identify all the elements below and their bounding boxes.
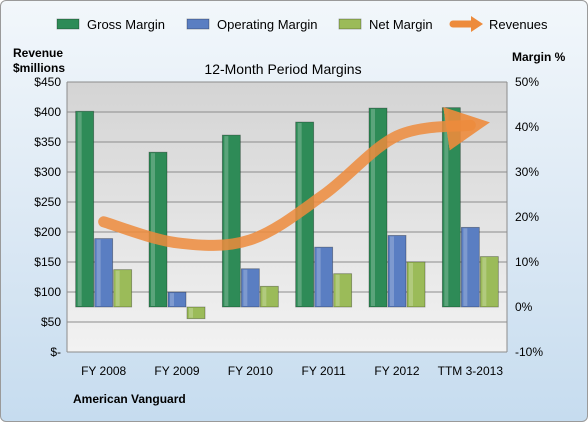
bar-operating-margin — [167, 291, 187, 308]
bar-net-margin — [406, 261, 426, 308]
left-tick-label: $150 — [34, 255, 61, 269]
bar-operating-margin — [240, 268, 260, 308]
bar-highlight — [371, 109, 375, 306]
x-axis-ticks: FY 2008 FY 2009 FY 2010 FY 2011 FY 2012 TTM 3… — [81, 364, 503, 378]
gridlines — [66, 81, 508, 353]
right-tick-label: 0% — [515, 300, 533, 314]
left-axis-ticks: $- $50 $100 $150 $200 $250 $300 $350 $400 $450 — [34, 75, 61, 359]
bar-operating-margin — [387, 235, 407, 308]
bar-highlight — [444, 108, 449, 307]
x-tick-label: FY 2010 — [228, 364, 273, 378]
right-tick-label: 40% — [515, 120, 539, 134]
right-tick-label: 30% — [515, 165, 539, 179]
bar-highlight — [390, 236, 394, 306]
x-tick-label: TTM 3-2013 — [438, 364, 504, 378]
right-tick-label: 20% — [515, 210, 539, 224]
x-tick-label: FY 2008 — [81, 364, 126, 378]
x-tick-label: FY 2009 — [154, 364, 199, 378]
revenue-line — [98, 106, 490, 251]
bar-highlight — [115, 270, 120, 306]
right-tick-label: 50% — [515, 75, 539, 89]
bar-highlight — [482, 257, 487, 306]
left-tick-label: $50 — [41, 315, 61, 329]
left-tick-label: $300 — [34, 165, 61, 179]
x-tick-label: FY 2012 — [374, 364, 419, 378]
left-tick-label: $400 — [34, 105, 61, 119]
left-axis-title-line2: $millions — [13, 61, 65, 75]
bar-highlight — [224, 136, 229, 306]
bar-highlight — [262, 287, 267, 306]
left-tick-label: $200 — [34, 225, 61, 239]
bar-highlight — [189, 308, 193, 318]
legend-label: Gross Margin — [87, 17, 165, 32]
bar-highlight — [335, 274, 340, 306]
bar-highlight — [151, 153, 155, 306]
bar-highlight — [316, 248, 321, 306]
bar-net-margin — [333, 273, 353, 308]
bar-net-margin — [113, 269, 133, 308]
left-tick-label: $450 — [34, 75, 61, 89]
legend-swatch — [186, 18, 210, 30]
left-tick-label: $- — [50, 345, 61, 359]
company-label: American Vanguard — [73, 392, 186, 406]
legend: Gross Margin Operating Margin Net Margin Re… — [56, 16, 548, 32]
x-tick-label: FY 2011 — [302, 364, 347, 378]
bar-operating-margin — [94, 238, 114, 308]
chart-title: 12-Month Period Margins — [204, 61, 361, 77]
bar-net-margin — [186, 306, 206, 320]
right-tick-label: -10% — [515, 345, 543, 359]
left-tick-label: $100 — [34, 285, 61, 299]
bar-net-margin — [259, 285, 279, 308]
bar-gross-margin — [75, 110, 95, 308]
legend-arrow — [471, 16, 483, 32]
legend-label: Net Margin — [369, 17, 433, 32]
legend-label: Revenues — [489, 17, 548, 32]
bar-highlight — [463, 228, 468, 306]
legend-swatch — [56, 18, 80, 30]
bar-highlight — [409, 263, 413, 306]
left-tick-label: $350 — [34, 135, 61, 149]
right-axis-ticks: -10% 0% 10% 20% 30% 40% 50% — [515, 75, 543, 359]
legend-swatch — [338, 18, 362, 30]
bar-highlight — [96, 239, 101, 306]
bar-gross-margin — [221, 134, 241, 308]
bar-net-margin — [479, 256, 499, 308]
bar-highlight — [243, 269, 248, 306]
legend-label: Operating Margin — [217, 17, 317, 32]
bar-gross-margin — [148, 151, 168, 308]
right-tick-label: 10% — [515, 255, 539, 269]
bar-highlight — [170, 293, 174, 306]
left-axis-title-line1: Revenue — [13, 46, 63, 60]
bar-highlight — [77, 112, 82, 306]
right-axis-title: Margin % — [512, 50, 566, 64]
left-tick-label: $250 — [34, 195, 61, 209]
bar-operating-margin — [460, 226, 480, 308]
bar-operating-margin — [314, 246, 334, 308]
revenue-line-path — [98, 106, 490, 251]
